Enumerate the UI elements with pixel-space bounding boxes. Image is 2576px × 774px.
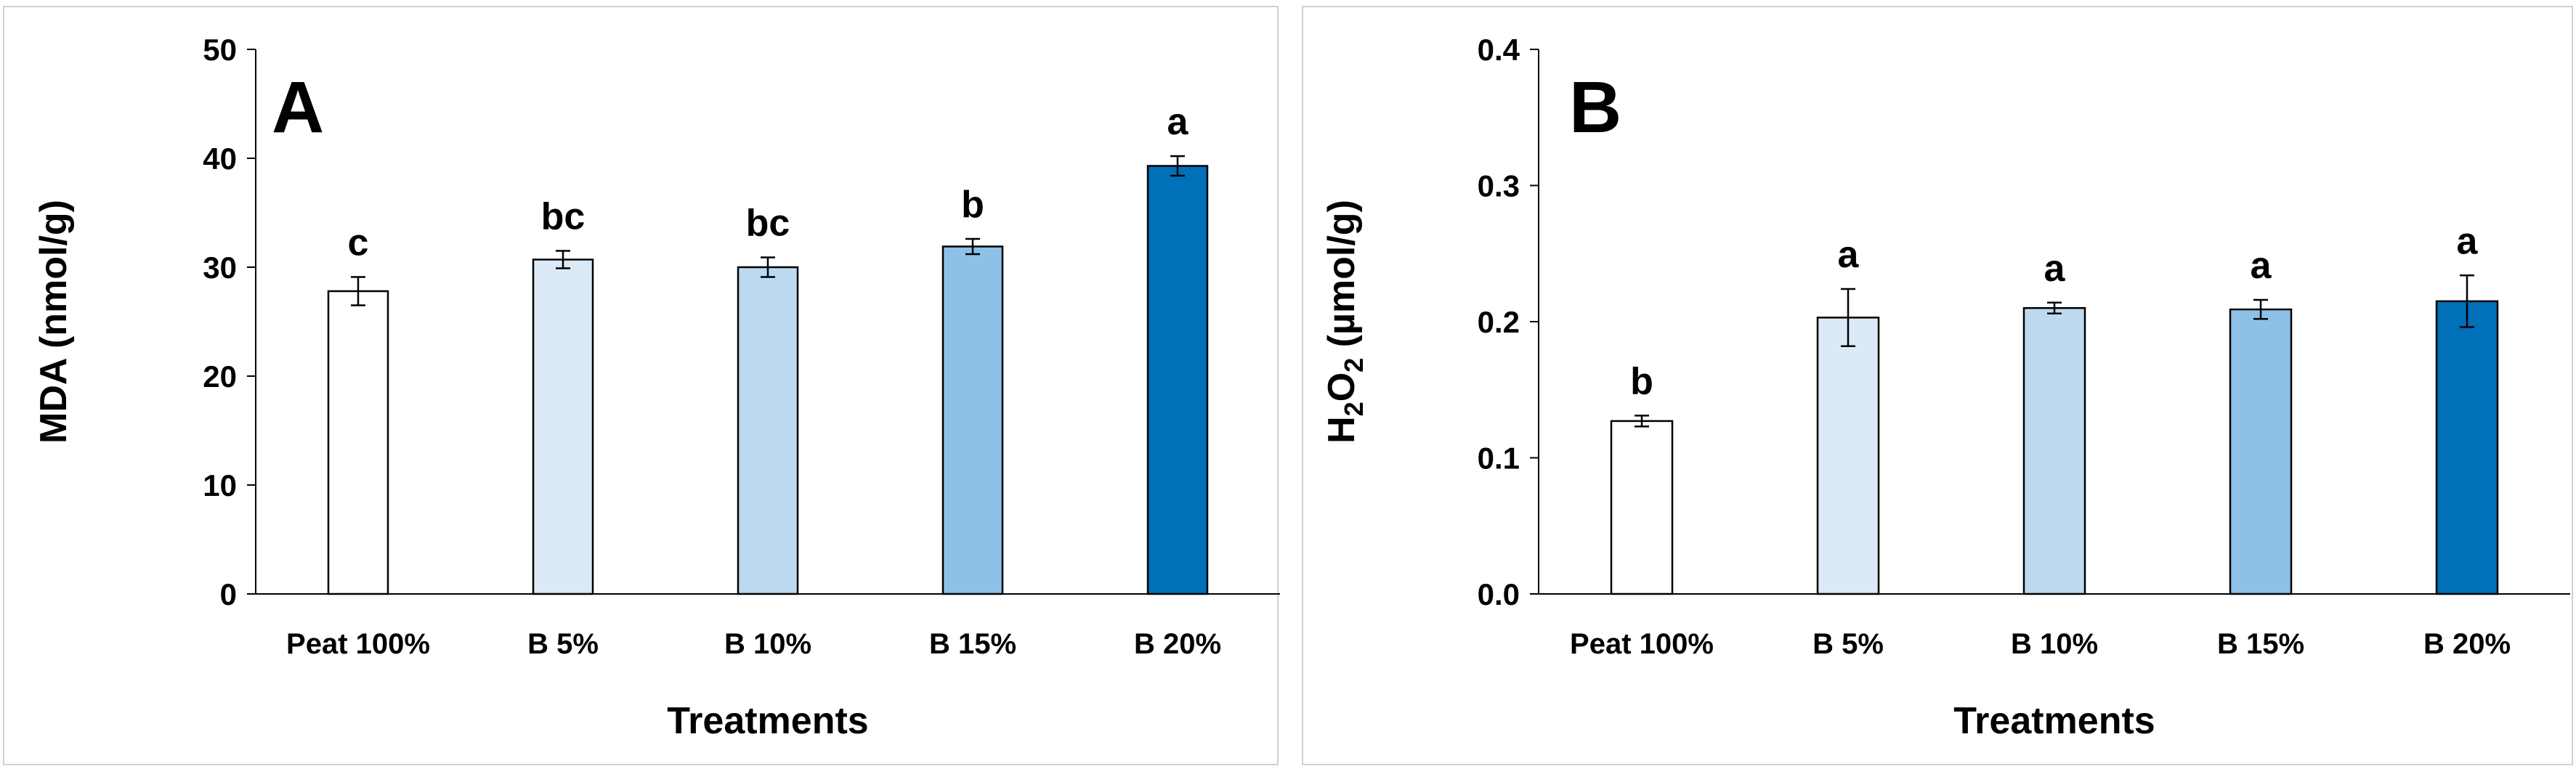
bar <box>1610 420 1674 595</box>
x-tick-label: B 15% <box>929 628 1016 660</box>
y-tick-label: 20 <box>203 359 237 394</box>
bar <box>2022 307 2086 595</box>
bar <box>2435 300 2499 595</box>
mda-chart: 0 10 20 30 40 50 c Peat 100% bc B 5% bc B 10% b B 15%… <box>33 33 1280 742</box>
y-tick-label: 0.3 <box>1478 169 1520 203</box>
x-axis-title: Treatments <box>667 700 868 742</box>
significance-letter: b <box>961 184 984 226</box>
x-tick-label: B 5% <box>1812 628 1884 660</box>
y-tick-label: 30 <box>203 250 237 285</box>
x-tick-label: Peat 100% <box>286 628 430 660</box>
significance-letter: b <box>1630 360 1653 402</box>
bar <box>737 266 799 595</box>
y-tick-label: 0.1 <box>1478 441 1520 476</box>
x-tick-label: B 5% <box>527 628 599 660</box>
y-axis-title-part: H <box>1321 416 1363 444</box>
y-tick-label: 0 <box>220 577 237 611</box>
bar <box>327 290 389 595</box>
chart-panel-h2o2: 0.0 0.1 0.2 0.3 0.4 b Peat 100% a B 5% a B 10% a B 1… <box>1302 6 2573 765</box>
bar <box>1816 317 1880 595</box>
y-axis-title-part: 2 <box>1339 358 1369 372</box>
x-tick-label: Peat 100% <box>1570 628 1714 660</box>
significance-letter: bc <box>541 196 586 238</box>
x-tick-label: B 20% <box>2423 628 2511 660</box>
panel-label: A <box>272 67 324 148</box>
y-axis-title: H2O2 (µmol/g) <box>1321 200 1369 444</box>
h2o2-chart: 0.0 0.1 0.2 0.3 0.4 b Peat 100% a B 5% a B 10% a B 1… <box>1321 33 2570 742</box>
y-tick-label: 0.4 <box>1478 33 1520 67</box>
significance-letter: a <box>2251 245 2272 287</box>
significance-letter: a <box>1838 234 1860 276</box>
significance-letter: a <box>2044 248 2066 290</box>
y-tick-label: 0.0 <box>1478 577 1520 611</box>
x-tick-label: B 20% <box>1134 628 1221 660</box>
y-tick-label: 40 <box>203 142 237 176</box>
bar <box>532 258 594 595</box>
significance-letter: a <box>2457 220 2479 262</box>
bar <box>2229 308 2293 595</box>
y-axis-title-part: (µmol/g) <box>1321 200 1363 358</box>
significance-letter: bc <box>746 203 790 245</box>
panel-label: B <box>1569 67 1621 148</box>
y-tick-label: 50 <box>203 33 237 67</box>
y-axis-title-part: O <box>1321 372 1363 402</box>
y-tick-label: 10 <box>203 468 237 502</box>
significance-letter: c <box>348 222 369 264</box>
x-tick-label: B 15% <box>2217 628 2304 660</box>
x-tick-label: B 10% <box>724 628 811 660</box>
y-axis-title: MDA (nmol/g) <box>33 200 75 444</box>
y-axis-title-part: 2 <box>1339 402 1369 416</box>
chart-panel-mda: 0 10 20 30 40 50 c Peat 100% bc B 5% bc B 10% b B 15%… <box>3 6 1280 765</box>
x-axis-title: Treatments <box>1953 700 2155 742</box>
significance-letter: a <box>1167 101 1189 143</box>
x-tick-label: B 10% <box>2011 628 2098 660</box>
bar <box>1146 165 1209 595</box>
bar <box>941 245 1004 595</box>
y-tick-label: 0.2 <box>1478 305 1520 339</box>
